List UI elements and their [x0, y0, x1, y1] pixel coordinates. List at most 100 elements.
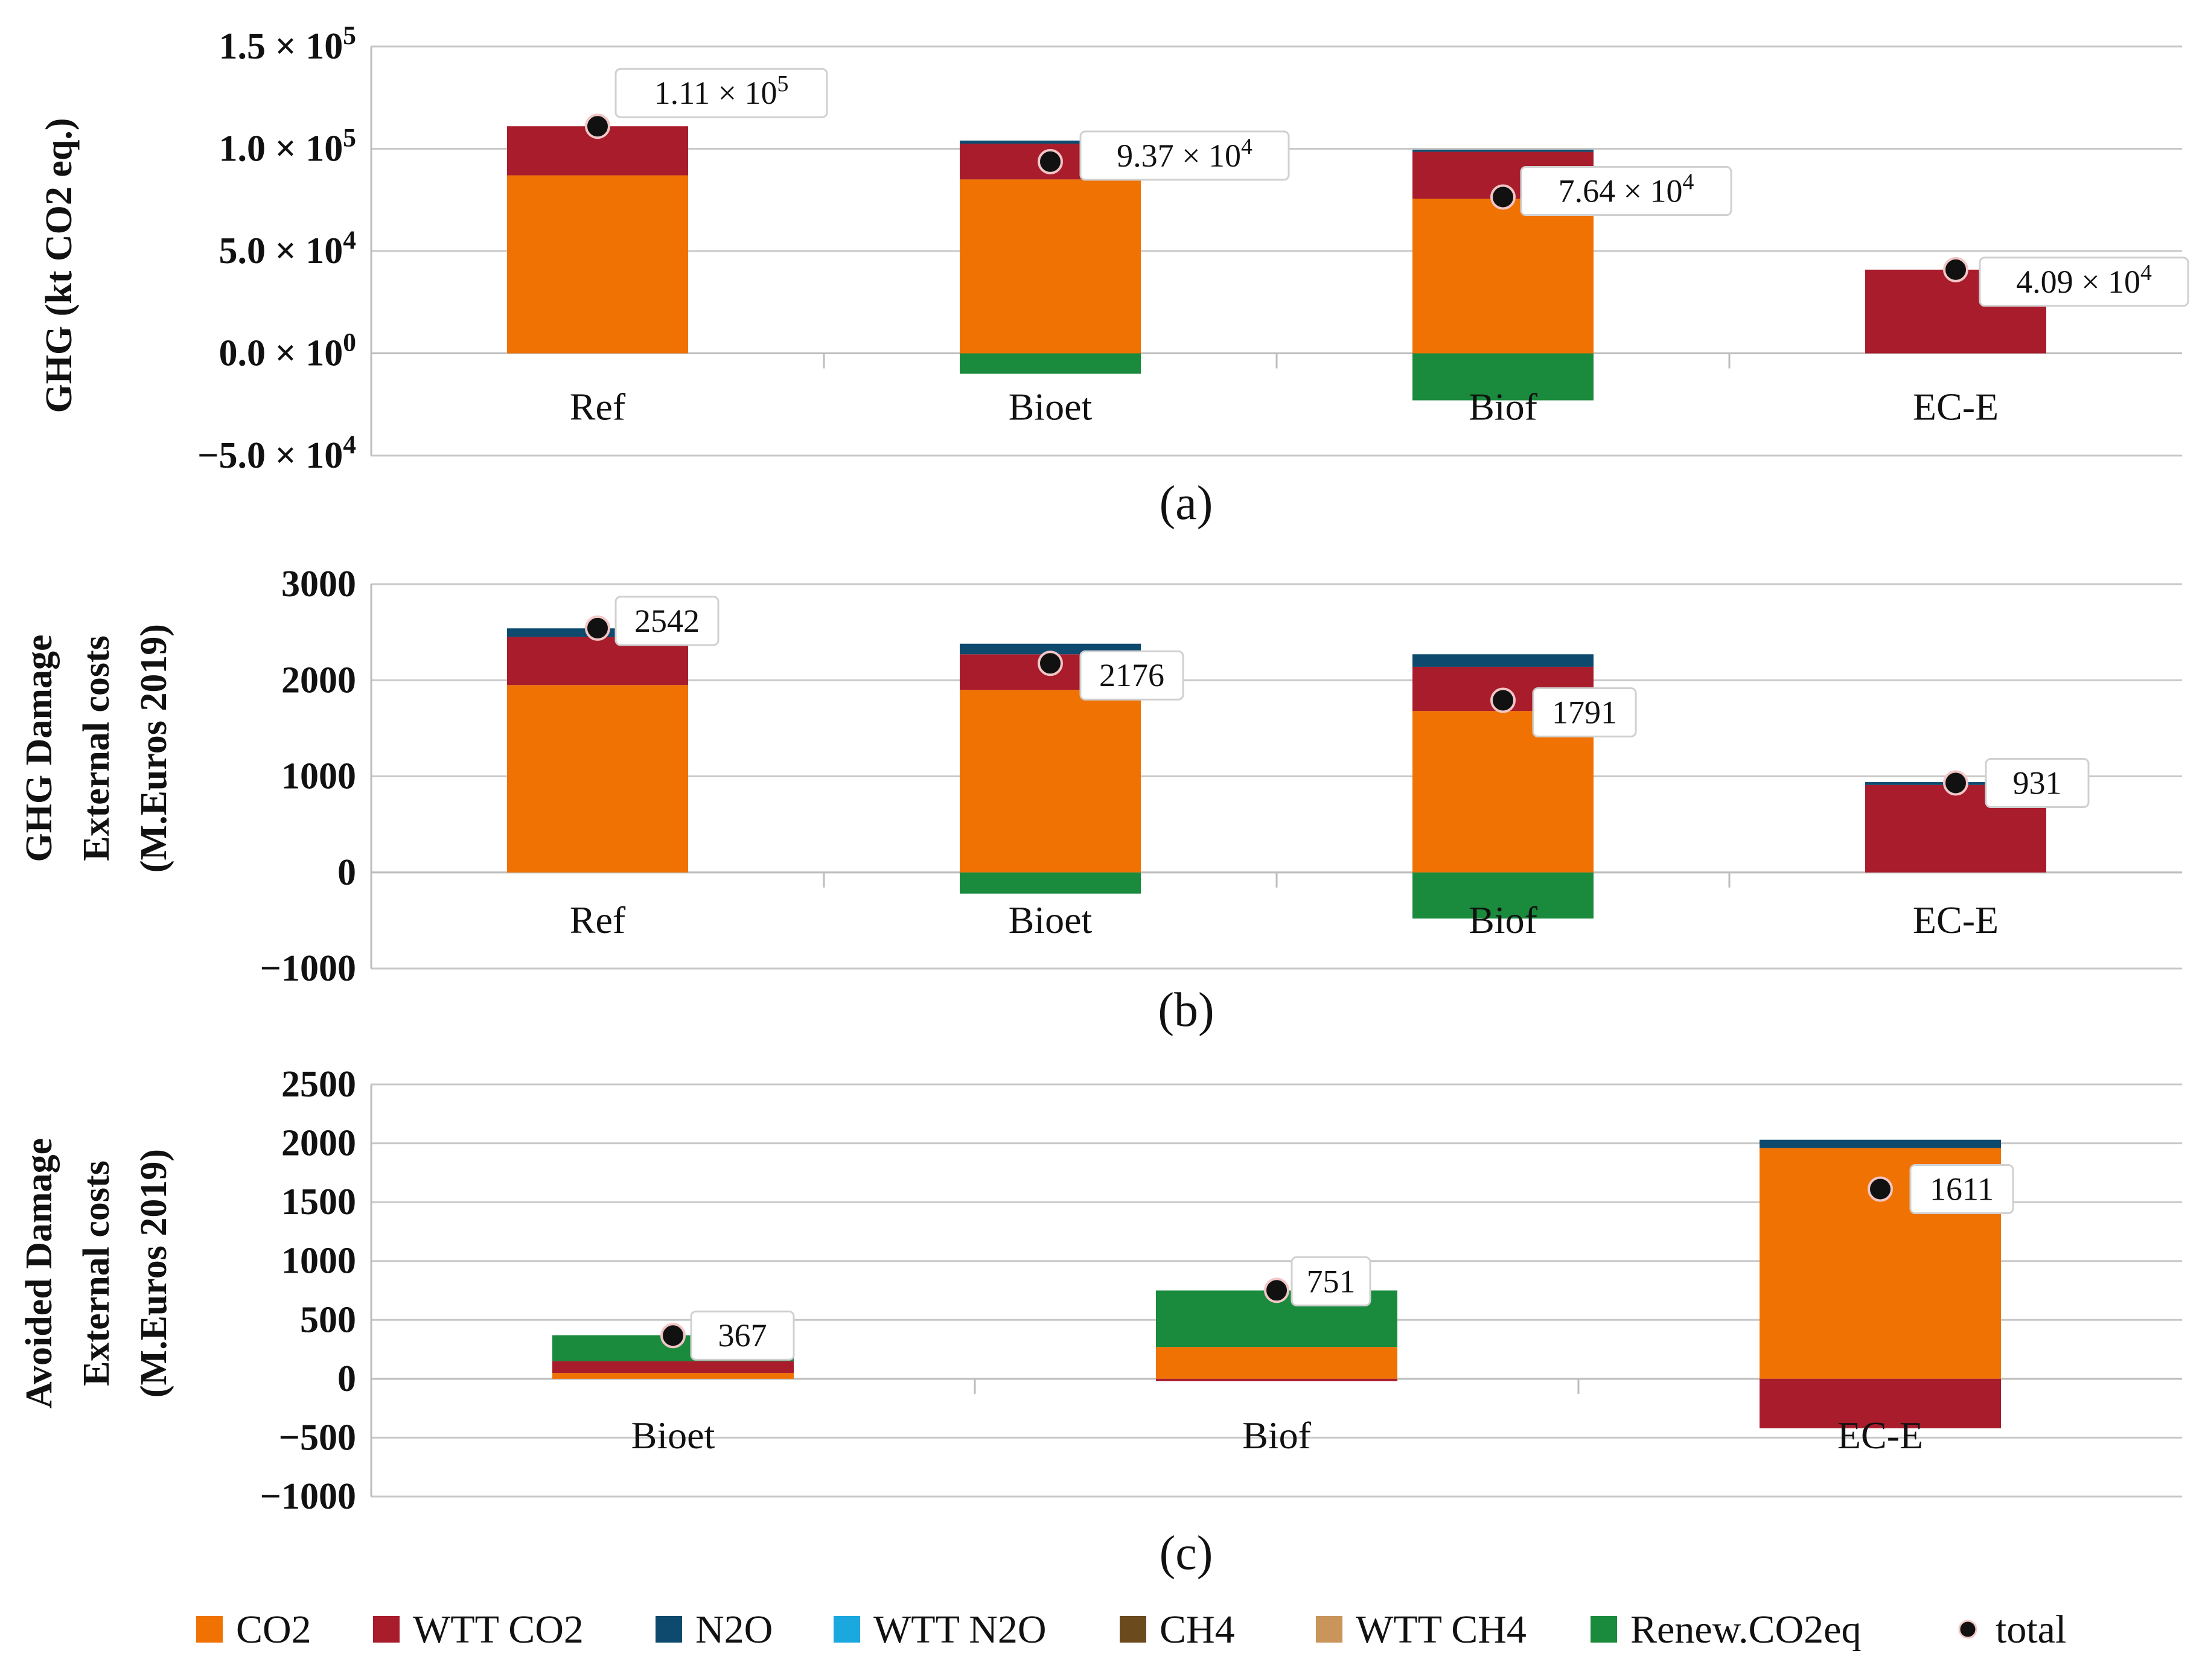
panel-a-total-label-times: × 10: [710, 75, 777, 111]
panel-a-total-label-box: [614, 68, 828, 118]
panel-a-caption: (a): [1160, 477, 1213, 530]
panel-a-total-label-mantissa: 1.11: [654, 75, 710, 111]
panel-a-ytick-label-times: × 10: [266, 333, 343, 374]
panel-b-total-label: 1791: [1552, 695, 1617, 731]
legend-swatch-renew-co2eq: [1591, 1616, 1617, 1643]
panel-b-chart: 3000 2000 1000 0 −1000 GHG Damage External cos…: [19, 564, 2182, 989]
panel-a-bar-n2o: [1412, 150, 1594, 152]
panel-a-category-label: EC-E: [1913, 386, 1999, 428]
panel-c-category-label: Biof: [1242, 1414, 1311, 1457]
panel-a-ytick-label-exponent: 5: [343, 124, 356, 153]
panel-a-ytick-label-times: × 10: [266, 231, 343, 272]
panel-b-ytick-label: 1000: [281, 756, 356, 797]
panel-b-total-label-box: [1532, 687, 1637, 738]
panel-a-total-label-mantissa: 9.37: [1117, 138, 1174, 174]
panel-a-ytick-label: 1.0 × 105: [219, 124, 356, 170]
panel-a-ytick-label-mantissa: 5.0: [219, 231, 266, 272]
panel-a-total-label-times: × 10: [2073, 264, 2140, 300]
legend-swatch-co2: [196, 1616, 223, 1643]
panel-a-total-label-exponent: 4: [2140, 260, 2152, 285]
legend-swatch-total: [1958, 1620, 1977, 1639]
panel-c-caption: (c): [1160, 1527, 1213, 1580]
panel-a-total-label-times: × 10: [1615, 173, 1682, 209]
panel-b-caption: (b): [1158, 984, 1214, 1037]
panel-a-category-label: Ref: [570, 386, 626, 428]
panel-a-category-label: Biof: [1469, 386, 1537, 428]
panel-b-bar-renew-co2eq: [960, 872, 1141, 894]
panel-c-total-label: 367: [718, 1317, 767, 1354]
panel-a-total-marker: [585, 113, 610, 139]
legend-label-total: total: [1996, 1608, 2066, 1652]
legend-swatch-wtt-n2o: [834, 1616, 860, 1643]
panel-b-bar-co2: [1412, 711, 1594, 873]
panel-b-category-label: Ref: [570, 899, 626, 941]
panel-a-total-label-mantissa: 7.64: [1559, 173, 1616, 209]
panel-b-bar-co2: [960, 690, 1141, 873]
panel-a-ytick-label: 5.0 × 104: [219, 226, 356, 272]
panel-a-total-label-exponent: 5: [777, 71, 789, 97]
panel-c-bar-co2: [1156, 1347, 1397, 1379]
panel-c-ytick-label: 0: [337, 1358, 356, 1399]
panel-b-ytick-label: −1000: [260, 948, 356, 989]
panel-a-total-label: 7.64 × 104: [1559, 170, 1694, 209]
panel-c-total-marker: [1264, 1278, 1289, 1303]
panel-a-total-label: 1.11 × 105: [654, 71, 789, 111]
panel-a-ytick-label: −5.0 × 104: [197, 430, 356, 476]
panel-c-ytick-label: −500: [279, 1417, 356, 1458]
panel-b-total-label-box: [1079, 650, 1184, 701]
panel-c-total-label-box: [1291, 1256, 1371, 1306]
panel-c-ylabel-line: External costs: [76, 1160, 117, 1386]
panel-a-ylabel: GHG (kt CO2 eq.): [39, 118, 80, 413]
panel-a-total-label-exponent: 4: [1241, 134, 1252, 159]
panel-c-ytick-label: −1000: [260, 1476, 356, 1517]
panel-c-ytick-label: 1000: [281, 1241, 356, 1282]
panel-a-bar-renew-co2eq: [960, 353, 1141, 374]
panel-a-ytick-label-times: × 10: [266, 129, 343, 170]
legend-swatch-ch4: [1120, 1616, 1146, 1643]
legend-swatch-n2o: [656, 1616, 682, 1643]
panel-a-total-label-mantissa: 4.09: [2016, 264, 2073, 300]
panel-c-total-marker: [660, 1323, 686, 1349]
panel-a-ytick-label-exponent: 4: [343, 430, 356, 459]
panel-b-total-marker: [1038, 651, 1063, 676]
panel-b-total-label: 931: [2013, 765, 2062, 801]
panel-c-total-label-box: [1909, 1163, 2014, 1214]
panel-c-total-marker: [1868, 1176, 1893, 1202]
legend-swatch-wtt-ch4: [1316, 1616, 1342, 1643]
panel-c-bar-n2o: [1760, 1139, 2001, 1148]
panel-b-bar-n2o: [1412, 654, 1594, 667]
panel-c-bar-wtt-co2: [1156, 1378, 1397, 1381]
panel-a-total-label-box: [1079, 130, 1290, 181]
panel-a-ytick-label: 1.5 × 105: [219, 21, 356, 67]
panel-b-ytick-label: 3000: [281, 564, 356, 605]
panel-a-ytick-label-mantissa: −5.0: [197, 435, 266, 476]
panel-a-category-label: Bioet: [1009, 386, 1093, 428]
panel-a-bar-co2: [1412, 199, 1594, 354]
panel-b-total-marker: [1490, 687, 1516, 713]
panel-b-ytick-label: 0: [337, 852, 356, 893]
panel-b-category-label: Biof: [1469, 899, 1537, 941]
panel-b-category-label: Bioet: [1009, 899, 1093, 941]
panel-c-ytick-label: 2500: [281, 1064, 356, 1105]
panel-a-bar-co2: [507, 175, 688, 354]
panel-b-ylabel-line: External costs: [76, 635, 117, 861]
panel-b-category-label: EC-E: [1913, 899, 1999, 941]
panel-c-bar-wtt-co2: [1760, 1378, 2001, 1428]
panel-a-ytick-label: 0.0 × 100: [219, 328, 356, 374]
panel-c-total-label: 751: [1307, 1263, 1356, 1299]
panel-b-bar-renew-co2eq: [1412, 872, 1594, 919]
panel-c-ytick-label: 500: [300, 1299, 356, 1340]
panel-b-bar-co2: [507, 685, 688, 873]
panel-c-ylabel-line: Avoided Damage: [19, 1138, 60, 1408]
panel-a-ytick-label-mantissa: 1.0: [219, 129, 266, 170]
panel-b-total-marker: [585, 615, 610, 641]
panel-a-total-label-box: [1520, 166, 1732, 217]
legend-label-n2o: N2O: [695, 1608, 773, 1652]
panel-a-total-label-box: [1979, 256, 2189, 307]
legend-swatch-wtt-co2: [373, 1616, 400, 1643]
panel-a-ytick-label-times: × 10: [266, 435, 343, 476]
panel-c-category-label: Bioet: [631, 1414, 715, 1457]
panel-a-total-marker: [1943, 256, 1968, 282]
